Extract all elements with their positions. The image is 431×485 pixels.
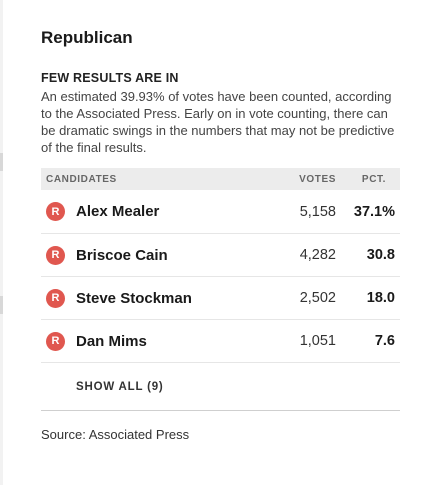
left-edge-tick [0, 296, 3, 314]
left-edge-tick [0, 153, 3, 171]
race-title: Republican [41, 28, 133, 47]
show-all-row: SHOW ALL (9) [41, 363, 400, 411]
candidate-name: Steve Stockman [76, 289, 192, 307]
republican-party-badge: R [46, 288, 65, 308]
notice-body: An estimated 39.93% of votes have been c… [41, 89, 395, 155]
table-row: R Dan Mims 1,051 7.6 [41, 320, 400, 363]
notice-heading: FEW RESULTS ARE IN [41, 71, 179, 85]
candidate-pct: 7.6 [374, 333, 395, 349]
republican-party-badge: R [46, 202, 65, 221]
candidates-column-header: CANDIDATES [46, 173, 117, 185]
candidate-name: Briscoe Cain [76, 246, 168, 264]
candidate-votes: 5,158 [299, 203, 336, 220]
source-credit: Source: Associated Press [41, 427, 190, 442]
results-table: CANDIDATES VOTES PCT. R Alex Mealer 5,15… [41, 168, 400, 411]
show-all-button[interactable]: SHOW ALL (9) [76, 380, 164, 393]
candidate-name: Alex Mealer [76, 203, 160, 220]
candidate-pct: 30.8 [366, 247, 395, 263]
votes-column-header: VOTES [299, 173, 336, 185]
candidate-name: Dan Mims [76, 332, 147, 350]
table-row: R Alex Mealer 5,158 37.1% [41, 190, 400, 234]
table-row: R Steve Stockman 2,502 18.0 [41, 277, 400, 320]
table-header: CANDIDATES VOTES PCT. [41, 168, 400, 190]
results-panel: Republican FEW RESULTS ARE IN An estimat… [41, 28, 400, 442]
left-edge-rule [0, 0, 3, 485]
candidate-pct: 18.0 [366, 290, 395, 306]
candidate-votes: 2,502 [299, 290, 336, 306]
candidate-votes: 4,282 [299, 247, 336, 263]
candidate-pct: 37.1% [353, 203, 395, 220]
table-row: R Briscoe Cain 4,282 30.8 [41, 234, 400, 277]
candidate-votes: 1,051 [299, 333, 336, 349]
republican-party-badge: R [46, 245, 65, 265]
republican-party-badge: R [46, 331, 65, 351]
pct-column-header: PCT. [361, 173, 386, 185]
